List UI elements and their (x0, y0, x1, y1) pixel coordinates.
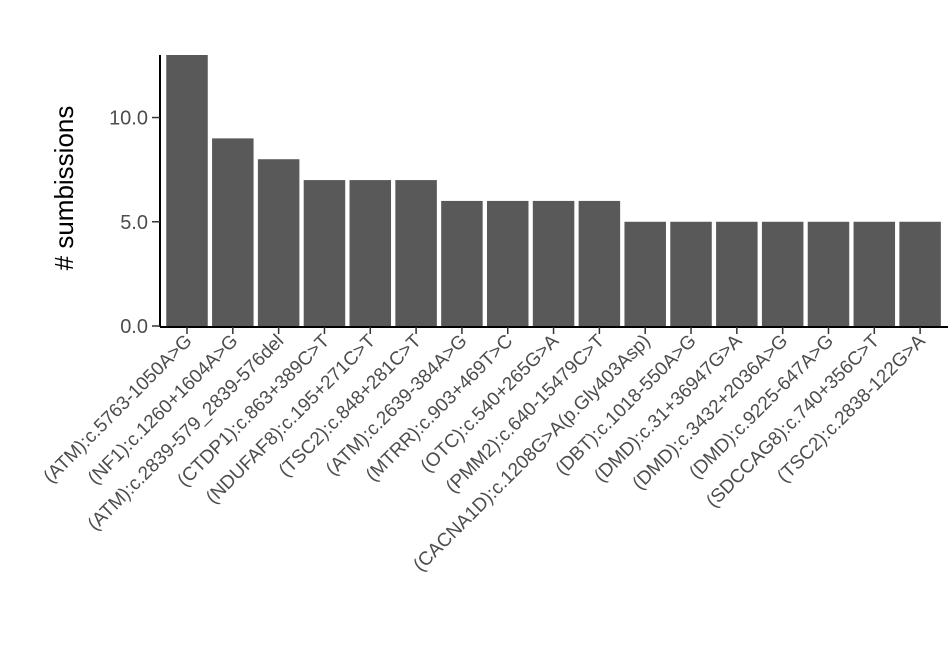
bar (486, 200, 529, 326)
x-ticks-group: (ATM):c.5763-1050A>G(NF1):c.1260+1604A>G… (40, 327, 930, 576)
y-tick-label: 5.0 (120, 212, 148, 234)
bar (349, 180, 392, 326)
bar (532, 200, 575, 326)
bar (395, 180, 437, 326)
bar (761, 221, 804, 326)
y-tick-label: 0.0 (120, 316, 148, 338)
y-axis-title: # sumbissions (49, 106, 79, 271)
bar (441, 200, 483, 326)
bar (670, 221, 712, 326)
bar (578, 200, 621, 326)
y-ticks-group: 0.0 5.0 10.0 (109, 108, 160, 338)
x-tick-label: (ATM):c.2839-579_2839-576del (84, 331, 288, 535)
bars-group (166, 55, 941, 326)
bar (807, 221, 850, 326)
y-tick-label: 10.0 (109, 108, 148, 130)
bar (624, 221, 666, 326)
bar (303, 180, 346, 326)
bar (212, 138, 254, 326)
bar (166, 55, 208, 326)
bar (899, 221, 941, 326)
bar (257, 159, 300, 326)
bar (716, 221, 758, 326)
bar (853, 221, 896, 326)
